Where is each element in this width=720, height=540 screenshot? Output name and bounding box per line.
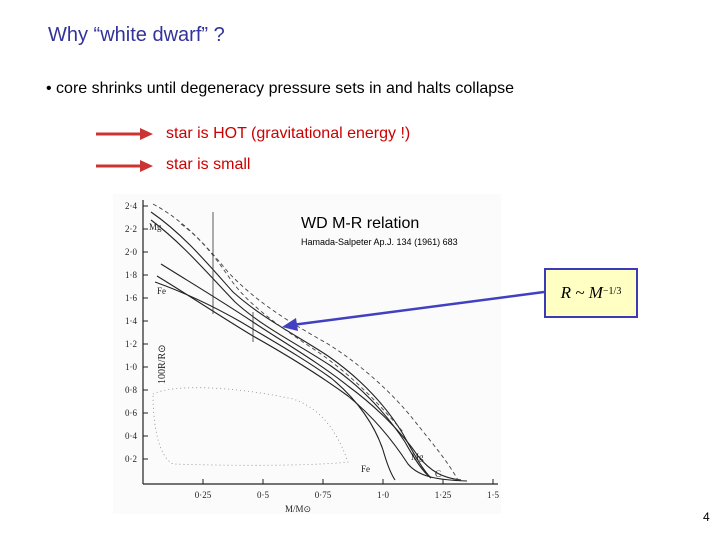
- mr-curve-dashed: [180, 223, 404, 433]
- formula-lhs: R ~ M: [560, 283, 603, 302]
- y-tick-label: 0·6: [125, 408, 137, 418]
- arrow-text-small: star is small: [166, 156, 251, 173]
- curve-label: Mg: [411, 452, 424, 462]
- mr-curve: [156, 275, 468, 482]
- y-axis-label: 100R/R⊙: [157, 345, 168, 385]
- bullet-text: • core shrinks until degeneracy pressure…: [46, 80, 515, 97]
- formula-box: R ~ M −1/3: [544, 268, 638, 318]
- x-tick-label: 0·5: [257, 490, 269, 500]
- y-tick-label: 2·2: [125, 224, 137, 234]
- mr-curve: [154, 281, 396, 481]
- y-ticks: [143, 205, 148, 460]
- y-tick-label: 2·4: [125, 201, 137, 211]
- y-tick-label: 1·2: [125, 339, 137, 349]
- mr-curve: [150, 219, 432, 479]
- x-tick-label: 0·75: [315, 490, 332, 500]
- dotted-region: [152, 387, 349, 466]
- curve-label: Mg: [149, 222, 162, 232]
- y-tick-label: 1·4: [125, 316, 137, 326]
- x-tick-label: 1·25: [435, 490, 452, 500]
- x-ticks: [202, 479, 494, 484]
- page-number: 4: [703, 510, 710, 524]
- curve-label: C: [435, 469, 441, 479]
- x-tick-label: 1·5: [487, 490, 499, 500]
- y-tick-label: 1·0: [125, 362, 137, 372]
- y-tick-label: 0·4: [125, 431, 137, 441]
- figure-reference: Hamada-Salpeter Ap.J. 134 (1961) 683: [301, 237, 458, 247]
- figure-caption: WD M-R relation: [301, 215, 420, 232]
- slide-title: Why “white dwarf” ?: [48, 24, 225, 46]
- formula-exponent: −1/3: [602, 285, 622, 297]
- curve-label: Fe: [361, 464, 370, 474]
- x-tick-label: 1·0: [377, 490, 389, 500]
- x-tick-label: 0·25: [195, 490, 212, 500]
- mr-curve: [160, 263, 462, 481]
- mass-radius-plot: 2·4 2·2 2·0 1·8 1·6 1·4 1·2 1·0 0·8 0·6 …: [125, 200, 499, 514]
- y-tick-label: 0·2: [125, 454, 137, 464]
- x-axis-label: M/M⊙: [285, 504, 311, 514]
- y-tick-label: 1·8: [125, 270, 137, 280]
- arrow-row-1: [96, 123, 154, 145]
- y-tick-label: 1·6: [125, 293, 137, 303]
- curve-label: Fe: [157, 286, 166, 296]
- mr-curve-dashed: [152, 203, 459, 481]
- y-tick-label: 2·0: [125, 247, 137, 257]
- arrow-text-hot: star is HOT (gravitational energy !): [166, 125, 411, 142]
- right-arrow-icon: [96, 160, 153, 172]
- y-tick-label: 0·8: [125, 385, 137, 395]
- arrow-row-2: [96, 155, 154, 177]
- right-arrow-icon: [96, 128, 153, 140]
- mass-radius-figure: 2·4 2·2 2·0 1·8 1·6 1·4 1·2 1·0 0·8 0·6 …: [113, 194, 501, 514]
